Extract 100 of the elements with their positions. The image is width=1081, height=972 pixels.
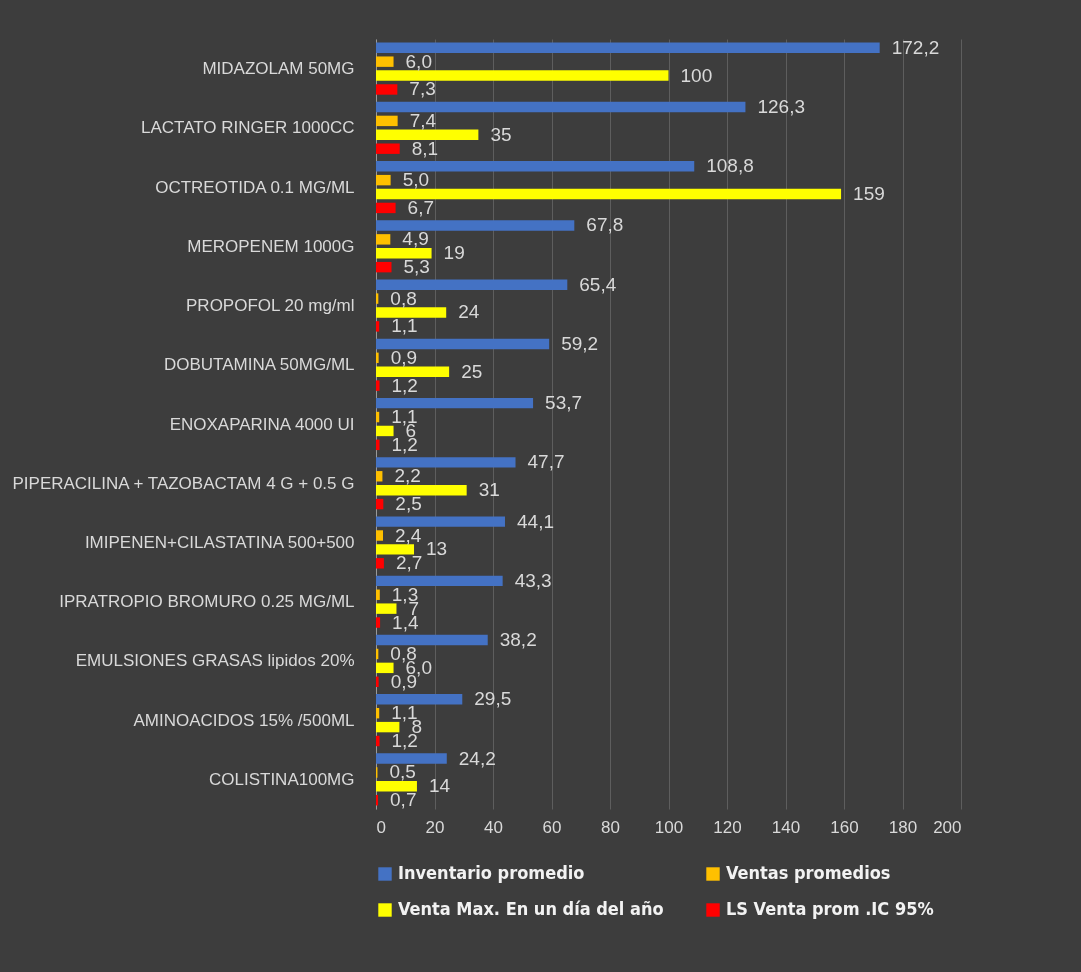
bar: [376, 366, 450, 377]
bar: [376, 425, 394, 437]
bar: [376, 530, 384, 541]
data-label: 13: [426, 538, 448, 560]
bar: [376, 634, 488, 646]
x-tick-label: 100: [654, 817, 684, 837]
data-label: 65,4: [579, 273, 617, 295]
y-tick-label: IPRATROPIO BROMURO 0.25 MG/ML: [59, 592, 355, 612]
bar: [376, 42, 880, 53]
x-tick-label: 60: [542, 817, 562, 837]
bar: [376, 161, 695, 172]
bar: [376, 457, 516, 468]
y-tick-label: PROPOFOL 20 mg/ml: [186, 296, 355, 316]
data-label: 35: [490, 123, 512, 145]
data-label: 7,3: [409, 78, 436, 100]
bar: [376, 234, 391, 245]
x-tick-label: 200: [933, 817, 962, 837]
bar: [376, 516, 505, 527]
data-label: 0,8: [390, 287, 417, 309]
data-label: 0,9: [390, 346, 418, 368]
x-tick-label: 140: [771, 817, 801, 837]
data-label: 108,8: [706, 155, 754, 177]
x-tick-label: 180: [888, 817, 918, 837]
bar: [376, 471, 383, 482]
data-label: 159: [853, 183, 885, 205]
bar: [376, 174, 391, 186]
y-tick-label: LACTATO RINGER 1000CC: [140, 118, 355, 138]
legend-label: LS Venta prom .IC 95%: [726, 898, 934, 919]
bar: [376, 202, 396, 214]
data-label: 126,3: [757, 96, 805, 117]
data-label: 53,7: [545, 392, 583, 414]
bar: [376, 694, 463, 705]
x-tick-label: 20: [425, 817, 445, 837]
legend-label: Venta Max. En un día del año: [398, 898, 664, 919]
data-label: 14: [428, 775, 451, 797]
data-label: 67,8: [586, 214, 624, 236]
data-label: 5,3: [403, 256, 430, 278]
data-label: 0,7: [390, 789, 417, 811]
bar: [376, 248, 432, 259]
bar: [376, 56, 394, 67]
y-tick-label: MIDAZOLAM 50MG: [202, 59, 355, 79]
data-label: 47,7: [527, 451, 565, 473]
bar: [376, 188, 842, 200]
bar: [376, 439, 380, 451]
bar: [376, 380, 380, 391]
x-tick-label: 40: [484, 817, 503, 837]
bar: [376, 781, 417, 792]
bar: [376, 498, 384, 510]
bar: [376, 721, 400, 733]
legend-label: Ventas promedios: [726, 862, 891, 883]
data-label: 24,2: [458, 747, 496, 769]
legend-label: Inventario promedio: [398, 862, 585, 883]
bar: [376, 261, 392, 273]
data-label: 2,2: [394, 465, 421, 487]
bar: [376, 84, 398, 95]
bar: [376, 293, 379, 304]
bar: [376, 575, 503, 587]
bar: [376, 589, 380, 600]
y-tick-label: AMINOACIDOS 15% /500ML: [133, 710, 355, 730]
data-label: 2,4: [395, 524, 422, 546]
y-tick-label: COLISTINA100MG: [209, 769, 355, 789]
x-tick-label: 120: [713, 817, 742, 837]
data-label: 19: [443, 242, 465, 264]
bar: [376, 484, 467, 496]
bar: [376, 129, 479, 141]
y-tick-label: OCTREOTIDA 0.1 MG/ML: [155, 177, 355, 197]
bar: [376, 101, 746, 113]
bar: [376, 676, 379, 687]
bar: [376, 603, 397, 614]
data-label: 7,4: [409, 109, 437, 131]
data-label: 1,2: [391, 374, 418, 396]
y-tick-label: MEROPENEM 1000G: [187, 236, 355, 256]
y-tick-label: PIPERACILINA + TAZOBACTAM 4 G + 0.5 G: [12, 473, 355, 493]
bar: [376, 544, 415, 555]
bar: [376, 795, 379, 806]
data-label: 29,5: [474, 688, 512, 710]
bar: [376, 352, 379, 364]
bar: [376, 617, 381, 628]
x-tick-label: 80: [601, 817, 620, 837]
data-label: 59,2: [561, 332, 599, 354]
x-tick-label: 160: [830, 817, 859, 837]
bar: [376, 143, 400, 154]
bar: [376, 558, 384, 569]
data-label: 6,7: [407, 196, 435, 218]
x-tick-label: 0: [376, 817, 386, 837]
y-tick-label: IMIPENEN+CILASTATINA 500+500: [84, 532, 355, 552]
data-label: 43,3: [514, 569, 552, 591]
bar: [376, 735, 380, 747]
data-label: 2,5: [395, 493, 422, 515]
data-label: 4,9: [402, 228, 429, 250]
data-label: 25: [461, 360, 483, 382]
bar: [376, 279, 568, 290]
bar: [376, 662, 394, 674]
data-label: 8,1: [411, 137, 439, 159]
data-label: 0,5: [389, 761, 416, 783]
data-label: 1,1: [391, 315, 418, 337]
bar: [376, 307, 447, 318]
data-label: 31: [478, 479, 500, 501]
bar: [376, 70, 669, 81]
data-label: 6,0: [405, 50, 432, 72]
